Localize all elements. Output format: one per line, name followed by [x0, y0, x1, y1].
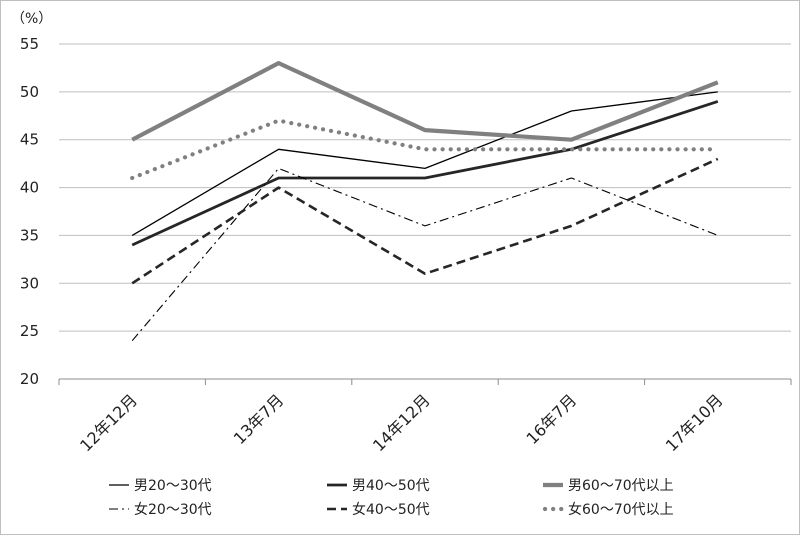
gridlines — [59, 43, 791, 332]
y-tick-label: 50 — [20, 83, 39, 101]
y-tick-label: 55 — [20, 35, 39, 53]
y-tick-label: 30 — [20, 274, 39, 292]
series-line-3 — [131, 60, 719, 142]
legend-item: 男20〜30代 — [109, 478, 212, 494]
legend-label: 男40〜50代 — [352, 478, 430, 494]
y-axis-ticks: 20 25 30 35 40 45 50 55 — [20, 35, 39, 388]
x-tick-label: 14年12月 — [369, 390, 434, 455]
series-line-2 — [131, 100, 719, 247]
y-tick-label: 20 — [20, 370, 39, 388]
x-axis — [58, 378, 792, 385]
legend-item: 女20〜30代 — [109, 501, 212, 518]
legend-label: 女40〜50代 — [352, 501, 430, 518]
x-tick-label: 17年10月 — [662, 390, 727, 455]
x-tick-label: 13年7月 — [230, 390, 288, 448]
y-tick-label: 40 — [20, 179, 39, 197]
series-line-1 — [131, 91, 718, 236]
y-tick-label: 45 — [20, 131, 39, 149]
x-tick-label: 16年7月 — [523, 390, 581, 448]
legend-item: 男60〜70代以上 — [543, 478, 674, 494]
y-tick-label: 35 — [20, 226, 39, 244]
series-line-5 — [131, 157, 719, 285]
legend-label: 女60〜70代以上 — [568, 501, 674, 518]
y-tick-label: 25 — [20, 322, 39, 340]
x-axis-ticks: 12年12月 13年7月 14年12月 16年7月 17年10月 — [76, 390, 726, 455]
series-lines — [130, 60, 720, 342]
legend-label: 男20〜30代 — [134, 478, 212, 494]
series-line-4 — [131, 167, 719, 342]
legend-item: 女40〜50代 — [327, 501, 430, 518]
y-axis-unit-label: （%） — [11, 11, 52, 27]
legend-item: 男40〜50代 — [327, 478, 430, 494]
x-tick-label: 12年12月 — [76, 390, 141, 455]
series-line-6 — [130, 118, 720, 181]
legend-label: 女20〜30代 — [134, 501, 212, 518]
legend-item: 女60〜70代以上 — [542, 501, 674, 518]
legend-label: 男60〜70代以上 — [568, 478, 674, 494]
